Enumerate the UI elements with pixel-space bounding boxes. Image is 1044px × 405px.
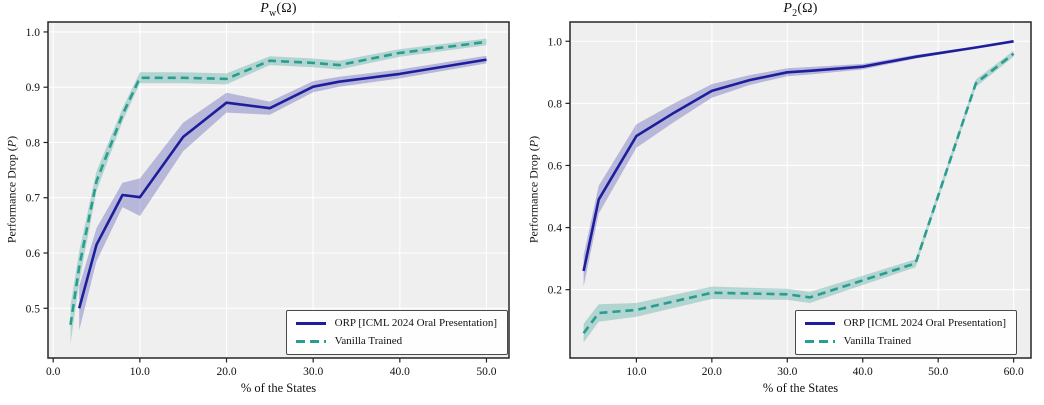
legend-label-orp: ORP [ICML 2024 Oral Presentation]	[843, 317, 1006, 329]
svg-text:10.0: 10.0	[130, 366, 150, 378]
legend-item-vanilla: Vanilla Trained	[295, 335, 497, 347]
right-x-axis-label: % of the States	[762, 381, 839, 395]
svg-text:60.0: 60.0	[1004, 366, 1024, 378]
svg-text:30.0: 30.0	[303, 366, 323, 378]
legend-label-vanilla: Vanilla Trained	[334, 335, 403, 347]
legend-item-orp: ORP [ICML 2024 Oral Presentation]	[295, 317, 497, 329]
left-legend: ORP [ICML 2024 Oral Presentation] Vanill…	[285, 310, 508, 355]
svg-text:20.0: 20.0	[216, 366, 236, 378]
panel-p2: 10.0 20.0 30.0 40.0 50.0 60.0 0.2 0.4 0.6 0.8 1.0 …	[522, 0, 1044, 405]
svg-text:0.7: 0.7	[26, 193, 41, 205]
title-omega: (Ω)	[797, 1, 818, 16]
svg-text:0.0: 0.0	[46, 366, 61, 378]
svg-text:0.4: 0.4	[548, 223, 563, 235]
svg-text:1.0: 1.0	[26, 27, 41, 39]
vanilla-line-sample	[295, 340, 326, 343]
right-y-axis-label: Performance Drop (P)	[526, 135, 541, 244]
left-chart-canvas: 0.0 10.0 20.0 30.0 40.0 50.0 0.5 0.6 0.7 0.8 0.9 1.…	[26, 21, 510, 378]
left-chart-title: Pw(Ω)	[48, 1, 509, 19]
left-y-axis-label: Performance Drop (P)	[4, 135, 19, 244]
svg-text:0.8: 0.8	[548, 98, 563, 110]
right-legend: ORP [ICML 2024 Oral Presentation] Vanill…	[794, 310, 1017, 355]
script-p: P	[783, 1, 793, 16]
left-x-axis-label: % of the States	[240, 381, 317, 395]
svg-text:0.8: 0.8	[26, 137, 41, 149]
svg-text:50.0: 50.0	[928, 366, 948, 378]
legend-label-vanilla: Vanilla Trained	[843, 335, 912, 347]
svg-text:0.5: 0.5	[26, 303, 41, 315]
vanilla-line-sample	[804, 340, 835, 343]
svg-text:50.0: 50.0	[476, 366, 496, 378]
svg-text:40.0: 40.0	[853, 366, 873, 378]
svg-text:40.0: 40.0	[390, 366, 410, 378]
svg-text:0.6: 0.6	[26, 248, 41, 260]
svg-text:30.0: 30.0	[777, 366, 797, 378]
legend-label-orp: ORP [ICML 2024 Oral Presentation]	[334, 317, 497, 329]
right-chart-title: P2(Ω)	[570, 1, 1031, 19]
legend-item-orp: ORP [ICML 2024 Oral Presentation]	[804, 317, 1006, 329]
svg-text:1.0: 1.0	[548, 36, 563, 48]
legend-item-vanilla: Vanilla Trained	[804, 335, 1006, 347]
title-subscript: 2	[792, 7, 798, 19]
svg-text:0.2: 0.2	[548, 285, 563, 297]
svg-text:0.9: 0.9	[26, 82, 41, 94]
title-omega: (Ω)	[276, 1, 297, 16]
orp-line-sample	[804, 322, 835, 325]
svg-text:20.0: 20.0	[702, 366, 722, 378]
svg-text:10.0: 10.0	[626, 366, 646, 378]
title-subscript: w	[269, 7, 277, 19]
right-chart-canvas: 10.0 20.0 30.0 40.0 50.0 60.0 0.2 0.4 0.6 0.8 1.0	[548, 21, 1032, 378]
svg-text:0.6: 0.6	[548, 160, 563, 172]
script-p: P	[260, 1, 269, 16]
panel-pw: 0.0 10.0 20.0 30.0 40.0 50.0 0.5 0.6 0.7 0.8 0.9 1.…	[4, 1, 510, 395]
orp-line-sample	[295, 322, 326, 325]
